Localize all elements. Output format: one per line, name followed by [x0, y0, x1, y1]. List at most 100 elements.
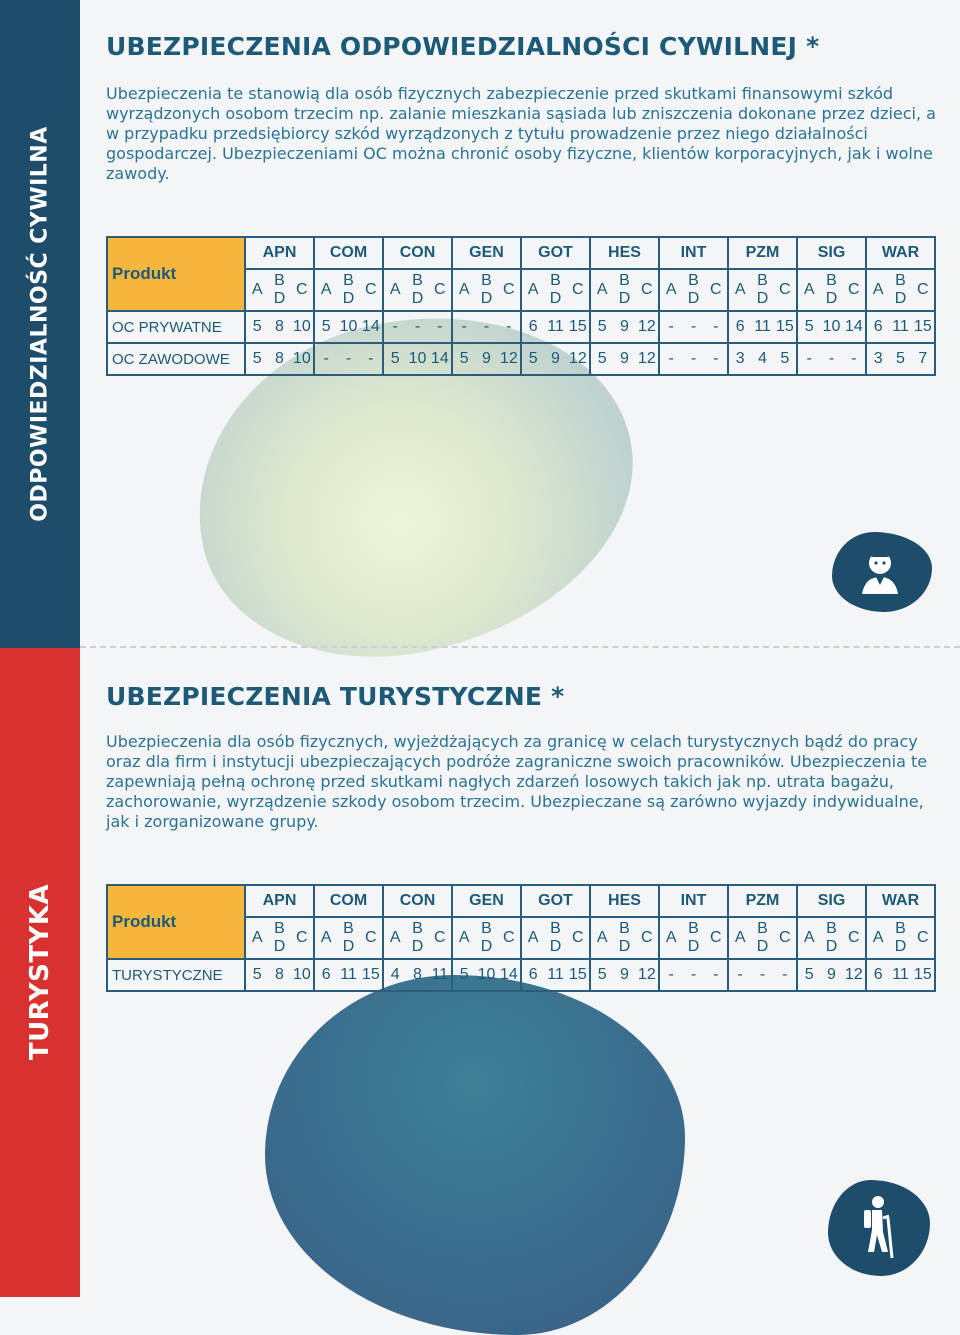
value-cell: 6 11 15 — [520, 958, 591, 992]
value: - — [690, 318, 697, 335]
value-cell: 5 9 12 — [451, 342, 522, 376]
sub-label-a: A — [872, 281, 884, 298]
value: 8 — [413, 966, 422, 983]
value: 8 — [275, 350, 284, 367]
sub-label-c: C — [503, 281, 515, 298]
value: - — [828, 350, 835, 367]
value: 10 — [477, 966, 496, 983]
sub-label-d: D — [411, 938, 424, 955]
section-body-oc: Ubezpieczenia te stanowią dla osób fizyc… — [106, 84, 936, 183]
sub-label-a: A — [389, 929, 401, 946]
company-header: GEN — [451, 236, 522, 270]
sub-label-d: D — [618, 290, 631, 307]
person-icon — [862, 551, 898, 594]
value: - — [483, 318, 490, 335]
value: 5 — [528, 350, 538, 367]
sub-label-c: C — [296, 281, 308, 298]
company-header: GOT — [520, 236, 591, 270]
sub-label-a: A — [320, 281, 332, 298]
company-header: SIG — [796, 236, 867, 270]
company-header: HES — [589, 236, 660, 270]
sub-label-d: D — [618, 938, 631, 955]
sub-label-d: D — [480, 290, 493, 307]
value: 12 — [568, 350, 587, 367]
sub-label-b: B — [826, 920, 837, 937]
value: 10 — [292, 350, 311, 367]
sub-label-a: A — [596, 281, 608, 298]
sub-label-c: C — [296, 929, 308, 946]
value-cell: 5 8 10 — [244, 342, 315, 376]
value: 7 — [918, 350, 928, 367]
sidebar-label-oc: ODPOWIEDZIALNOŚĆ CYWILNA — [27, 126, 53, 522]
value: 8 — [275, 966, 284, 983]
company-header: SIG — [796, 884, 867, 918]
value: 12 — [499, 350, 518, 367]
product-header: Produkt — [106, 884, 246, 960]
company-header: GOT — [520, 884, 591, 918]
value: - — [851, 350, 857, 367]
sub-label-d: D — [687, 290, 700, 307]
sub-label-c: C — [641, 281, 653, 298]
value: 6 — [528, 966, 538, 983]
sub-label-b: B — [757, 920, 768, 937]
value: - — [437, 318, 443, 335]
value: - — [506, 318, 512, 335]
sub-label-b: B — [412, 272, 423, 289]
value: - — [668, 318, 674, 335]
section-title-oc: UBEZPIECZENIA ODPOWIEDZIALNOŚCI CYWILNEJ… — [106, 32, 820, 61]
value: 11 — [340, 966, 357, 983]
value: 3 — [873, 350, 883, 367]
sub-label-a: A — [527, 281, 539, 298]
value: 6 — [873, 966, 883, 983]
company-header: INT — [658, 236, 729, 270]
sub-label-d: D — [894, 938, 907, 955]
company-header: INT — [658, 884, 729, 918]
value-cell: 5 10 14 — [313, 310, 384, 344]
value-cell: --- — [313, 342, 384, 376]
value: 11 — [892, 966, 909, 983]
sub-label-b: B — [343, 920, 354, 937]
value: 5 — [780, 350, 790, 367]
value: 15 — [913, 318, 932, 335]
value: - — [323, 350, 329, 367]
value: 10 — [822, 318, 841, 335]
sub-label-a: A — [389, 281, 401, 298]
company-header: CON — [382, 236, 453, 270]
sub-label-d: D — [273, 290, 286, 307]
value: 6 — [735, 318, 745, 335]
sub-label-a: A — [665, 281, 677, 298]
sub-label-c: C — [779, 929, 791, 946]
sub-label-a: A — [734, 281, 746, 298]
value: 11 — [892, 318, 909, 335]
value: - — [759, 966, 766, 983]
table-row: TURYSTYCZNE 5 8 10 6 11 15 4 8 11 5 10 14 6 11 15 5 9 12- -… — [106, 958, 936, 992]
value-cell: --- — [727, 958, 798, 992]
sub-label-b: B — [274, 272, 285, 289]
sub-label-b: B — [895, 920, 906, 937]
value: 5 — [597, 318, 607, 335]
sub-label-b: B — [619, 920, 630, 937]
value: - — [782, 966, 788, 983]
value: - — [392, 318, 398, 335]
sub-label-b: B — [481, 920, 492, 937]
value: 10 — [339, 318, 358, 335]
value: 11 — [754, 318, 771, 335]
value: 10 — [292, 966, 311, 983]
value-cell: 5 9 12 — [589, 958, 660, 992]
value: 5 — [597, 966, 607, 983]
value-cell: 6 11 15 — [727, 310, 798, 344]
value-cell: 5 10 14 — [451, 958, 522, 992]
value: 8 — [275, 318, 284, 335]
tur-table: Produkt APN COM CON GEN GOT HES INT PZM SIG WAR A B D… — [106, 884, 936, 992]
